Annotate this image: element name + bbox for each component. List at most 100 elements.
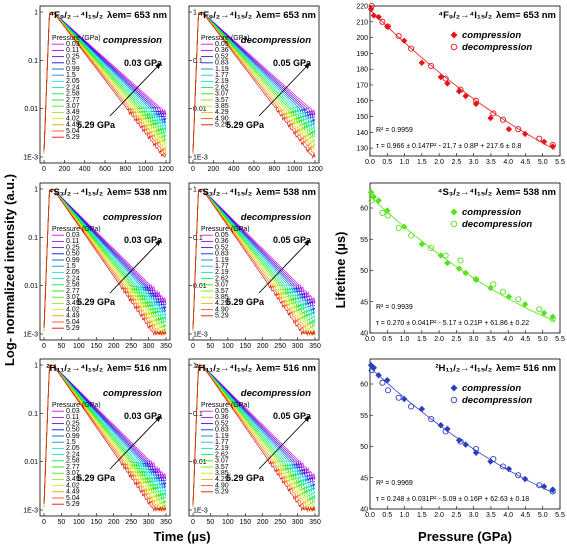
y-tick-label: 0.01 bbox=[193, 283, 207, 290]
x-tick-label: 4.0 bbox=[503, 159, 513, 166]
compression-point bbox=[462, 441, 469, 448]
x-tick-label: 3.0 bbox=[469, 512, 479, 519]
legend-marker bbox=[450, 43, 458, 51]
decay-curve bbox=[43, 11, 167, 153]
fit-curve bbox=[370, 196, 555, 322]
legend-entry: 2.19 bbox=[215, 445, 229, 452]
legend-entry: 0.05 bbox=[215, 232, 229, 239]
y-tick-label: 55 bbox=[360, 237, 368, 244]
x-tick-label: 2.5 bbox=[451, 336, 461, 343]
y-tick-label: 1E-3 bbox=[193, 155, 208, 162]
x-tick-label: 4.0 bbox=[503, 336, 513, 343]
y-tick-label: 220 bbox=[356, 4, 368, 11]
legend-marker bbox=[450, 384, 458, 392]
left-ylabel: Log- normalized intensity (a.u.) bbox=[2, 174, 17, 366]
legend-marker bbox=[450, 396, 458, 404]
decompression-point bbox=[368, 2, 375, 10]
arrow-top-label: 0.05 GPa bbox=[273, 235, 312, 245]
x-tick-label: 3.5 bbox=[486, 159, 496, 166]
legend-marker bbox=[450, 31, 458, 39]
decompression-point bbox=[428, 244, 435, 252]
x-tick-label: 1.0 bbox=[400, 512, 410, 519]
legend-entry: 4.02 bbox=[66, 306, 80, 313]
wavelength-label: λem= 538 nm bbox=[496, 187, 556, 198]
decompression-point bbox=[457, 86, 464, 93]
compression-point bbox=[521, 301, 529, 308]
legend-marker bbox=[450, 208, 458, 216]
legend-entry: 5.04 bbox=[66, 128, 80, 135]
decompression-point bbox=[549, 316, 556, 323]
legend-entry: 1.5 bbox=[66, 263, 76, 270]
legend-entry: 0.05 bbox=[215, 408, 229, 415]
decay-curve bbox=[192, 11, 316, 157]
decompression-point bbox=[490, 455, 497, 463]
decompression-point bbox=[428, 415, 435, 423]
decompression-point bbox=[457, 438, 464, 445]
legend-entry: 3.07 bbox=[66, 103, 80, 110]
x-tick-label: 300 bbox=[292, 343, 304, 350]
decompression-point bbox=[499, 116, 507, 123]
y-tick-label: 60 bbox=[360, 382, 368, 389]
legend-label: decompression bbox=[462, 42, 532, 53]
decompression-point bbox=[499, 463, 507, 470]
pressure-legend: Pressure (GPa)0.030.110.250.50.991.52.05… bbox=[52, 35, 101, 141]
transition-label: ⁴F₉/₂→⁴I₁₅/₂ bbox=[198, 10, 252, 21]
x-tick-label: 800 bbox=[119, 166, 131, 173]
decompression-point bbox=[536, 482, 543, 489]
legend-marker bbox=[450, 220, 458, 228]
wavelength-label: λem= 538 nm bbox=[256, 187, 316, 198]
legend-entry: 4.49 bbox=[66, 489, 80, 496]
decay-curves bbox=[192, 188, 316, 337]
pressure-legend: Pressure (GPa)0.050.360.520.831.191.772.… bbox=[201, 226, 250, 320]
x-tick-label: 0 bbox=[42, 519, 46, 526]
legend-entry: 2.58 bbox=[66, 282, 80, 289]
x-tick-label: 150 bbox=[90, 519, 102, 526]
x-tick-label: 0 bbox=[42, 166, 46, 173]
x-tick-label: 1.5 bbox=[417, 159, 427, 166]
arrow-top-label: 0.05 GPa bbox=[273, 58, 312, 68]
x-tick-label: 5.0 bbox=[538, 336, 548, 343]
x-tick-label: 0.5 bbox=[382, 336, 392, 343]
legend-entry: 3.57 bbox=[215, 464, 229, 471]
compression-point bbox=[521, 130, 529, 138]
decompression-point bbox=[379, 379, 386, 386]
decay-panel-r1-c1: 1 0.1 0.01 1E-3 0 50 100 150 200 250 300 350 ⁴S₃/₂→⁴… bbox=[188, 182, 321, 350]
decompression-point bbox=[442, 75, 449, 82]
compression-point bbox=[472, 100, 480, 108]
x-tick-label: 1.5 bbox=[417, 336, 427, 343]
x-tick-label: 100 bbox=[73, 343, 85, 350]
x-tick-label: 400 bbox=[228, 166, 240, 173]
decompression-point bbox=[408, 403, 415, 410]
legend-entry: 0.03 bbox=[66, 41, 80, 48]
y-tick-label: 1 bbox=[193, 187, 197, 194]
legend-entry: 1.77 bbox=[215, 263, 229, 270]
decay-curve bbox=[192, 188, 316, 337]
transition-label: ⁴S₃/₂→⁴I₁₅/₂ bbox=[438, 187, 492, 198]
decompression-point bbox=[384, 212, 392, 219]
legend-title: Pressure (GPa) bbox=[201, 226, 250, 233]
legend-entry: 5.29 bbox=[215, 313, 229, 320]
decompression-point bbox=[499, 288, 507, 295]
x-tick-label: 50 bbox=[58, 519, 66, 526]
compression-point bbox=[540, 138, 548, 145]
compression-point bbox=[505, 125, 513, 133]
legend-title: Pressure (GPa) bbox=[52, 402, 101, 409]
x-tick-label: 150 bbox=[239, 519, 251, 526]
legend-entry: 5.29 bbox=[215, 489, 229, 496]
arrow-top-label: 0.03 GPa bbox=[124, 235, 163, 245]
legend-title: Pressure (GPa) bbox=[201, 35, 250, 42]
y-tick-label: 55 bbox=[360, 413, 368, 420]
panel-title: ⁴S₃/₂→⁴I₁₅/₂ λem= 538 nm bbox=[49, 187, 167, 198]
decay-curve bbox=[192, 364, 316, 513]
x-tick-label: 1000 bbox=[287, 166, 303, 173]
y-tick-label: 130 bbox=[356, 146, 368, 153]
legend-entry: 4.29 bbox=[215, 109, 229, 116]
x-tick-label: 800 bbox=[268, 166, 280, 173]
r2-label: R² = 0.9959 bbox=[376, 127, 413, 134]
decompression-point bbox=[490, 281, 497, 288]
x-tick-label: 5.0 bbox=[538, 159, 548, 166]
decay-panel-r2-c0: 1 0.1 0.01 1E-3 0 50 100 150 200 250 300 350 ²H₁₁/₂→… bbox=[23, 358, 172, 526]
transition-label: ⁴S₃/₂→⁴I₁₅/₂ bbox=[198, 187, 252, 198]
